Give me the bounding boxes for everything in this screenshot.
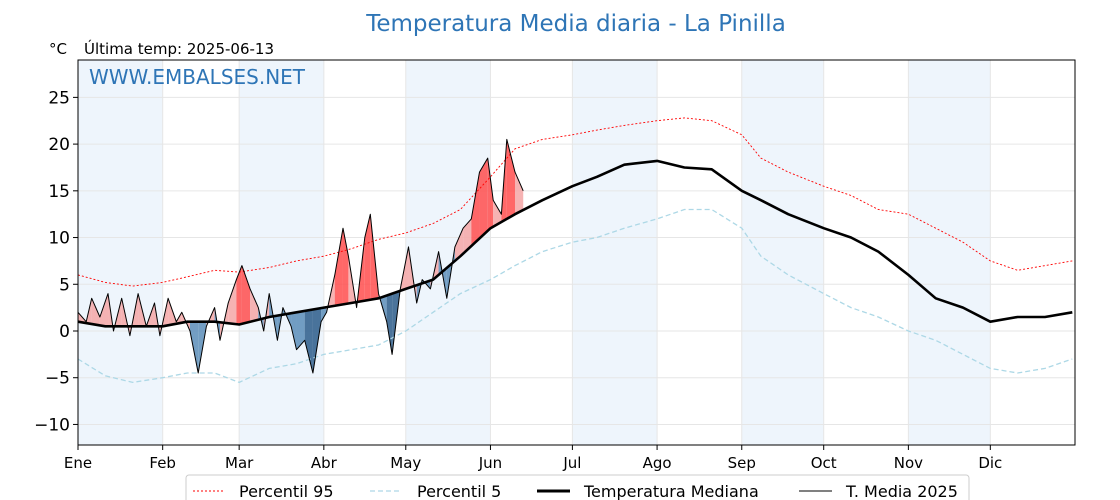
fill-above-median: [342, 228, 349, 305]
series-lines: [77, 117, 1073, 384]
x-tick-label: Dic: [978, 454, 1002, 472]
y-tick-label: 15: [48, 182, 70, 202]
fill-above-median: [454, 228, 464, 261]
last-temp-label: Última temp: 2025-06-13: [84, 39, 274, 58]
fill-below-median: [291, 312, 297, 350]
series-line-media-2025: [77, 138, 524, 374]
fill-above-median: [463, 218, 472, 254]
legend-label-p5: Percentil 5: [417, 482, 501, 500]
fill-above-median: [91, 298, 100, 326]
month-band: [239, 60, 324, 445]
fill-below-median: [304, 309, 313, 374]
grid-lines: [77, 60, 1075, 445]
fill-below-median: [446, 246, 455, 299]
fill-above-median: [364, 214, 371, 301]
month-band: [405, 60, 491, 445]
x-tick-label: Nov: [894, 454, 923, 472]
fill-below-median: [296, 310, 305, 350]
y-tick-label: 10: [48, 229, 70, 249]
y-tick-label: −10: [34, 415, 70, 435]
chart-title: Temperatura Media diaria - La Pinilla: [365, 11, 786, 37]
month-band: [78, 60, 163, 445]
fill-above-median: [228, 279, 237, 325]
x-tick-label: Oct: [811, 454, 837, 472]
legend-box: [185, 474, 970, 500]
fill-above-median: [430, 251, 439, 289]
fill-above-median: [487, 158, 494, 231]
fill-above-median: [493, 200, 502, 227]
fill-above-median: [479, 158, 488, 239]
month-band: [741, 60, 824, 445]
legend-label-p95: Percentil 95: [239, 482, 334, 500]
watermark: WWW.EMBALSES.NET: [89, 65, 306, 89]
x-tick-label: Mar: [225, 454, 254, 472]
plot-frame: [77, 59, 1076, 446]
y-tick-label: 25: [48, 88, 70, 108]
y-tick-label: −5: [45, 369, 70, 389]
month-band: [908, 60, 991, 445]
legend-label-median: Temperatura Mediana: [583, 482, 759, 500]
x-tick-label: Sep: [728, 454, 756, 472]
x-axis-ticks: Ene Feb Mar Abr May Jun Jul Ago Sep Oct Nov Dic: [64, 445, 1002, 472]
fill-above-median: [236, 265, 242, 325]
fill-above-median: [506, 139, 516, 219]
unit-label: °C: [49, 40, 67, 58]
y-tick-label: 0: [59, 322, 70, 342]
y-tick-label: 20: [48, 135, 70, 155]
month-band: [572, 60, 658, 445]
y-tick-label: 5: [59, 275, 70, 295]
series-line-percentil-5: [77, 208, 1073, 384]
x-tick-label: May: [390, 454, 421, 472]
x-tick-label: Feb: [149, 454, 176, 472]
month-bands: [78, 60, 991, 445]
fill-below-median: [321, 307, 327, 322]
legend: Percentil 95 Percentil 5 Temperatura Med…: [185, 474, 970, 500]
x-tick-label: Jul: [562, 454, 581, 472]
x-tick-label: Ago: [643, 454, 672, 472]
legend-label-media2025: T. Media 2025: [845, 482, 958, 500]
fill-above-median: [515, 172, 524, 215]
fill-above-median: [99, 293, 109, 327]
x-tick-label: Abr: [311, 454, 338, 472]
fill-above-median: [334, 228, 343, 306]
series-line-mediana: [77, 159, 1073, 328]
y-axis-ticks: −10 −5 0 5 10 15 20 25: [34, 88, 78, 435]
x-tick-label: Ene: [64, 454, 92, 472]
fill-above-median: [250, 288, 259, 322]
fill-above-median: [241, 265, 251, 324]
x-tick-label: Jun: [478, 454, 502, 472]
